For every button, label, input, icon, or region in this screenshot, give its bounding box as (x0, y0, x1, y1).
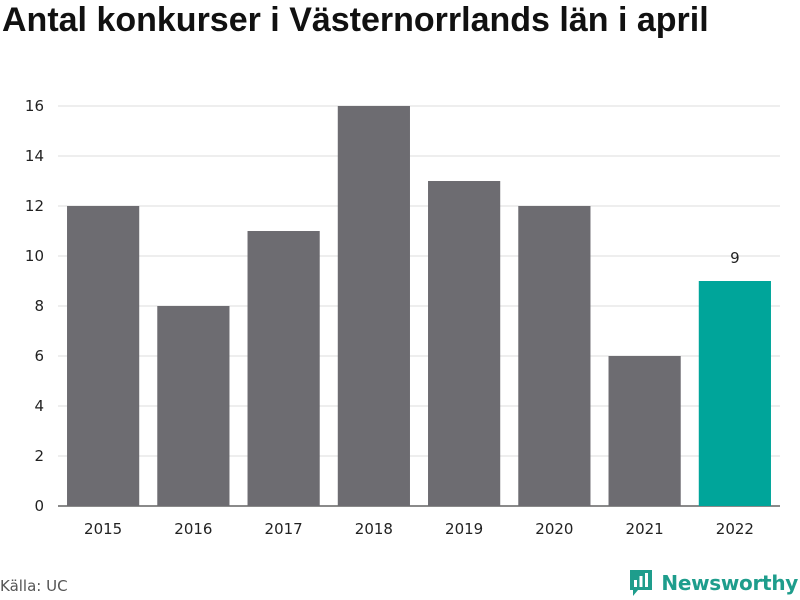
x-tick-label: 2016 (174, 520, 212, 538)
labels: 0 2 4 6 8 10 12 14 16 2015 2016 2017 2018 2019 2020 202… (25, 97, 754, 538)
brand-name: Newsworthy (661, 571, 798, 595)
y-tick-label: 6 (34, 347, 44, 365)
bar-2018 (337, 106, 410, 506)
y-tick-label: 16 (25, 97, 44, 115)
bar-2022 (698, 281, 771, 506)
y-tick-label: 4 (34, 397, 44, 415)
source-note: Källa: UC (0, 577, 68, 595)
x-tick-label: 2020 (535, 520, 573, 538)
data-label: 9 (730, 249, 740, 267)
x-tick-label: 2017 (265, 520, 303, 538)
y-tick-label: 0 (34, 497, 44, 515)
y-tick-label: 12 (25, 197, 44, 215)
bar-2016 (157, 306, 230, 506)
bar-2021 (608, 356, 681, 506)
newsworthy-logo-icon (630, 570, 653, 596)
x-tick-label: 2015 (84, 520, 122, 538)
bar-2019 (428, 181, 501, 506)
y-tick-label: 14 (25, 147, 44, 165)
y-tick-label: 10 (25, 247, 44, 265)
bar-2017 (247, 231, 320, 506)
x-tick-label: 2019 (445, 520, 483, 538)
x-tick-label: 2022 (716, 520, 754, 538)
brand-logo: Newsworthy (628, 567, 798, 599)
y-tick-label: 2 (34, 447, 44, 465)
x-tick-label: 2021 (626, 520, 664, 538)
bar-2020 (518, 206, 591, 506)
bar-2015 (67, 206, 140, 506)
chart-title: Antal konkurser i Västernorrlands län i … (2, 1, 709, 39)
y-tick-label: 8 (34, 297, 44, 315)
x-tick-label: 2018 (355, 520, 393, 538)
bars (67, 106, 771, 506)
